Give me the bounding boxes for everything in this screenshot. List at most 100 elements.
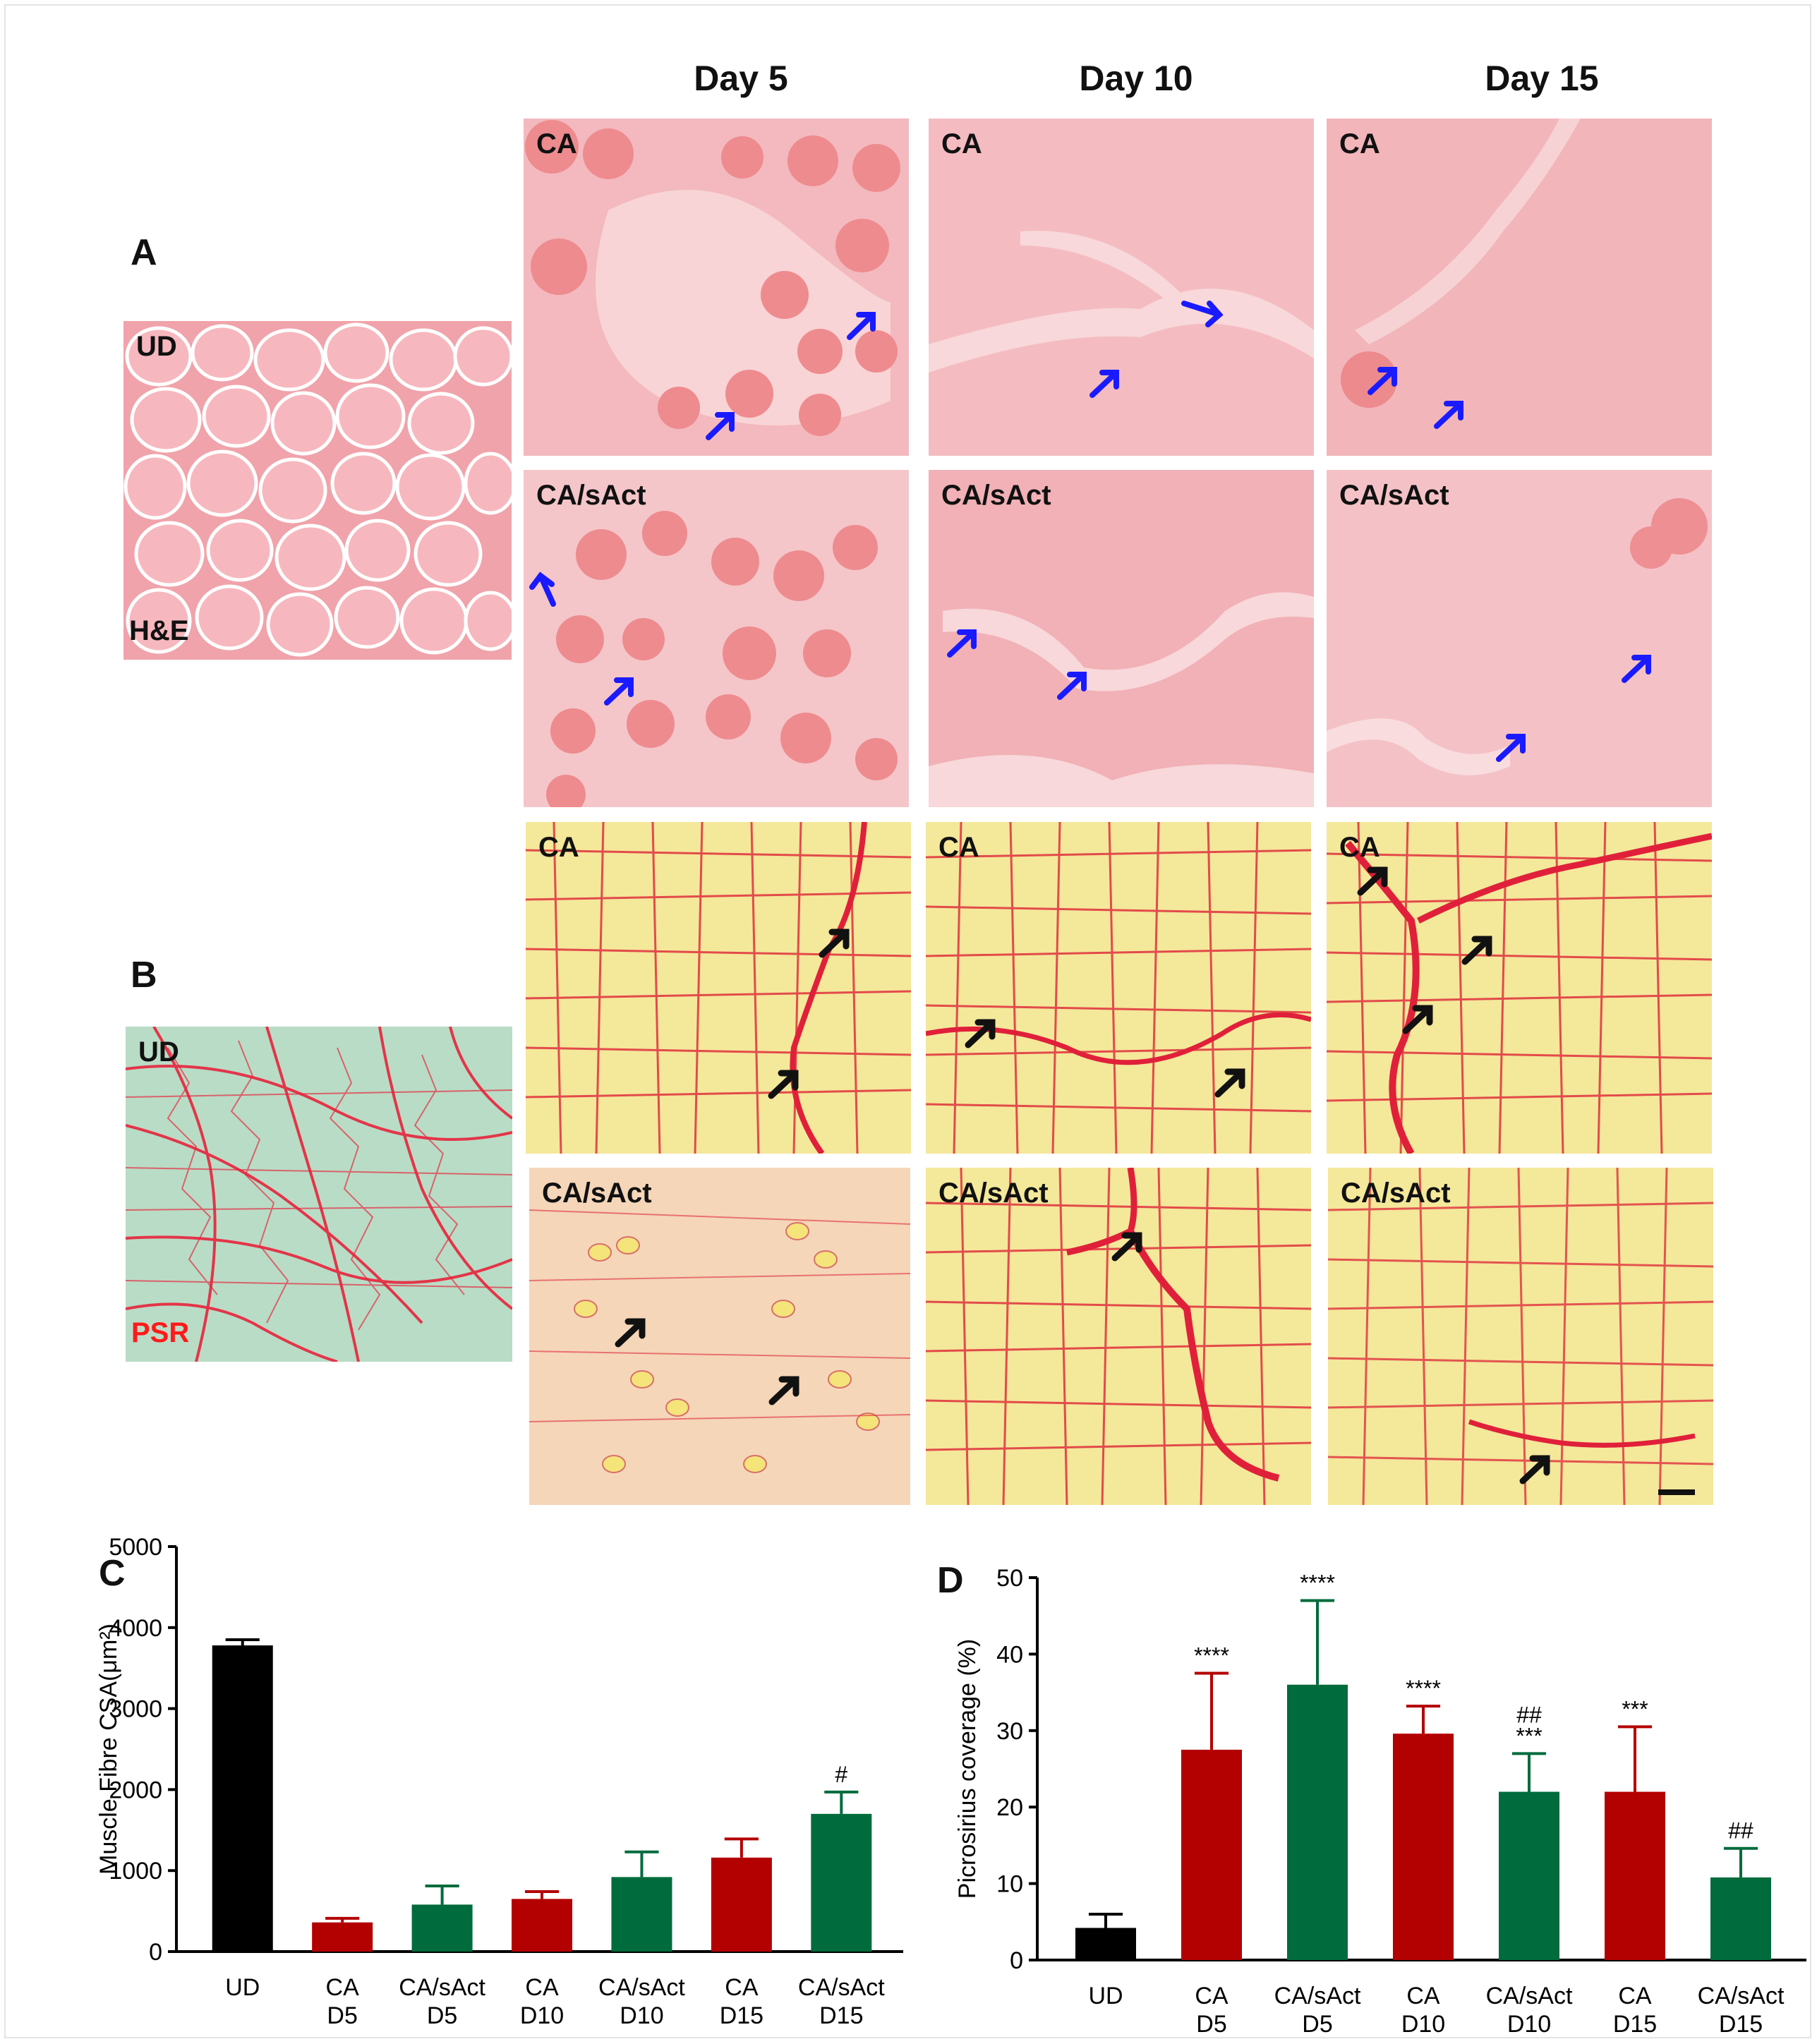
chart-d-x-tick-label: CA (1195, 1983, 1229, 2009)
chart-d-x-tick-label: CA (1406, 1983, 1440, 2009)
label-ud: UD (136, 331, 177, 362)
micrograph-he-casact-d10: CA/sAct (929, 470, 1314, 807)
chart-d-significance-label: **** (1194, 1643, 1229, 1669)
chart-d-x-tick-label: CA/sAct (1274, 1983, 1361, 2009)
chart-d-significance-label: **** (1300, 1571, 1335, 1596)
chart-d-bar (1605, 1791, 1665, 1960)
chart-d-bar (1075, 1928, 1136, 1960)
chart-c-x-tick-label: CA/sAct (598, 1974, 685, 2001)
chart-c-bar (811, 1813, 872, 1952)
chart-d-significance-label: *** (1516, 1723, 1542, 1748)
chart-c-bar (212, 1645, 273, 1952)
label-ca-psr-d5: CA (538, 832, 579, 863)
chart-c-x-tick-label: D15 (819, 2002, 863, 2029)
he-casact-d5-texture (524, 470, 909, 807)
chart-d-significance-label: ## (1516, 1702, 1542, 1727)
chart-c-bar (411, 1904, 473, 1952)
chart-c-y-tick-label: 0 (149, 1939, 162, 1966)
he-ca-d5-texture (524, 119, 909, 456)
chart-c-x-tick-label: CA (725, 1974, 759, 2001)
label-ud-psr: UD (138, 1036, 179, 1068)
micrograph-he-ca-d5: CA (524, 119, 909, 456)
micrograph-psr-casact-d10: CA/sAct (926, 1168, 1311, 1505)
chart-c-significance-label: # (835, 1762, 847, 1787)
chart-c-muscle-fibre-csa: 0 1000 2000 3000 4000 5000 Muscle Fibre CSA(μm… (95, 1534, 903, 2029)
chart-d-x-tick-label: CA (1618, 1983, 1652, 2009)
chart-c-x-tick-label: CA (326, 1974, 360, 2001)
chart-d-x-tick-label: CA/sAct (1486, 1983, 1573, 2009)
he-casact-d10-texture (929, 470, 1314, 807)
he-ca-d10-texture (929, 119, 1314, 456)
psr-casact-d5-texture (529, 1168, 910, 1505)
figure-frame (4, 4, 1811, 2038)
he-ca-d15-texture (1327, 119, 1712, 456)
label-ca-psr-d10: CA (938, 832, 979, 863)
chart-d-x-tick-label: D5 (1302, 2011, 1332, 2038)
psr-ca-d5-texture (526, 822, 911, 1154)
chart-d-x-tick-label: CA/sAct (1698, 1983, 1785, 2009)
psr-ud-texture (126, 1027, 512, 1362)
chart-c-bar (312, 1922, 373, 1952)
chart-d-significance-label: **** (1406, 1676, 1441, 1701)
micrograph-he-casact-d5: CA/sAct (524, 470, 909, 807)
label-he: H&E (129, 615, 189, 646)
column-header-day15: Day 15 (1485, 59, 1599, 98)
micrograph-psr-casact-d5: CA/sAct (529, 1168, 910, 1505)
chart-c-x-tick-label: CA/sAct (399, 1974, 485, 2001)
psr-casact-d10-texture (926, 1168, 1311, 1505)
chart-d-x-tick-label: D15 (1719, 2011, 1763, 2038)
chart-d-y-tick-label: 50 (996, 1565, 1023, 1592)
label-casact-psr-d15: CA/sAct (1341, 1178, 1451, 1209)
chart-d-bar (1710, 1877, 1771, 1960)
label-psr: PSR (131, 1317, 190, 1348)
column-header-day10: Day 10 (1079, 59, 1193, 98)
chart-c-y-tick-label: 5000 (109, 1534, 162, 1561)
chart-d-bar (1393, 1734, 1454, 1960)
chart-c-y-tick-label: 4000 (109, 1615, 162, 1642)
chart-c-x-tick-label: CA (525, 1974, 559, 2001)
micrograph-he-casact-d15: CA/sAct (1327, 470, 1712, 807)
chart-d-x-tick-label: D15 (1613, 2011, 1657, 2038)
panel-letter-a: A (131, 232, 157, 273)
chart-c-y-tick-label: 2000 (109, 1777, 162, 1803)
chart-c-x-tick-label: D15 (720, 2002, 763, 2029)
micrograph-psr-ud: UD PSR (126, 1027, 512, 1362)
chart-d-y-tick-label: 10 (996, 1871, 1023, 1898)
micrograph-he-ca-d10: CA (929, 119, 1314, 456)
chart-d-y-tick-label: 40 (996, 1641, 1023, 1668)
label-ca-he-d5: CA (536, 128, 577, 159)
chart-c-x-tick-label: CA/sAct (798, 1974, 885, 2001)
chart-d-significance-label: ## (1728, 1818, 1753, 1844)
chart-d-y-tick-label: 0 (1010, 1947, 1023, 1974)
panel-letter-c: C (99, 1553, 126, 1594)
psr-casact-d15-texture (1328, 1168, 1713, 1505)
micrograph-psr-ca-d5: CA (526, 822, 911, 1154)
psr-ca-d15-texture (1327, 822, 1712, 1154)
panel-letter-b: B (131, 955, 157, 996)
label-casact-he-d5: CA/sAct (536, 480, 646, 511)
panel-letter-d: D (937, 1560, 964, 1601)
label-ca-he-d15: CA (1339, 128, 1380, 159)
chart-c-x-tick-label: D10 (620, 2002, 663, 2029)
chart-d-bar (1181, 1749, 1242, 1960)
psr-ca-d10-texture (926, 822, 1311, 1154)
chart-d-bar (1287, 1684, 1348, 1960)
chart-d-x-tick-label: D10 (1401, 2011, 1445, 2038)
micrograph-psr-ca-d15: CA (1327, 822, 1712, 1154)
label-ca-psr-d15: CA (1339, 832, 1380, 863)
chart-c-bar (611, 1877, 672, 1952)
chart-d-x-tick-label: D5 (1196, 2011, 1226, 2038)
chart-d-x-tick-label: UD (1088, 1983, 1123, 2009)
chart-c-y-tick-label: 3000 (109, 1696, 162, 1723)
chart-d-y-axis-label: Picrosirius coverage (%) (954, 1639, 981, 1899)
label-casact-psr-d10: CA/sAct (938, 1178, 1049, 1209)
he-casact-d15-texture (1327, 470, 1712, 807)
chart-d-bar (1499, 1791, 1559, 1960)
chart-d-x-tick-label: D10 (1507, 2011, 1551, 2038)
chart-c-bar (512, 1899, 573, 1952)
label-casact-he-d15: CA/sAct (1339, 480, 1449, 511)
he-ud-texture (123, 322, 512, 657)
column-header-day5: Day 5 (694, 59, 788, 98)
